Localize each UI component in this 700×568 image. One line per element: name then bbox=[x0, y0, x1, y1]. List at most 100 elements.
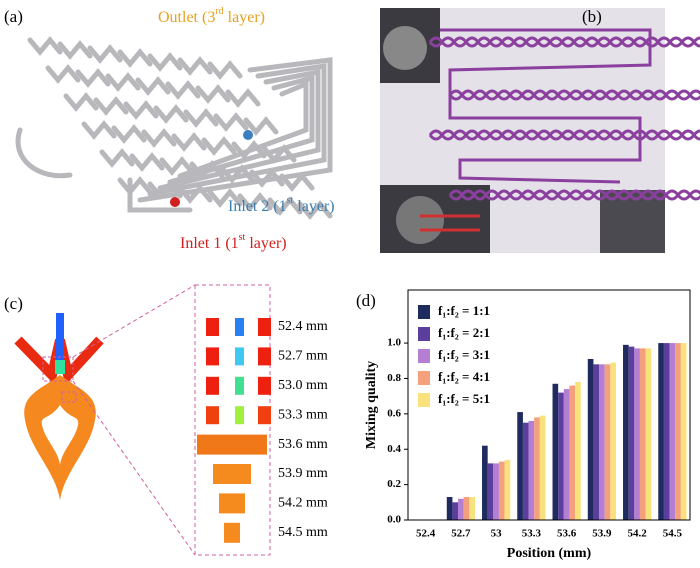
channel bbox=[147, 63, 327, 197]
bar bbox=[610, 362, 616, 520]
channel bbox=[243, 116, 279, 136]
channel bbox=[45, 64, 81, 84]
legend-swatch bbox=[418, 327, 430, 341]
channel bbox=[81, 120, 117, 140]
bar bbox=[539, 415, 546, 520]
annotation: Inlet 2 (1st layer) bbox=[228, 195, 335, 214]
legend-label: f₁:f₂ = 3:1 bbox=[438, 347, 490, 362]
position-label: 54.2 mm bbox=[278, 496, 328, 511]
channel-network bbox=[15, 36, 333, 220]
channel bbox=[153, 104, 189, 124]
panel-label: (d) bbox=[356, 291, 376, 310]
channel bbox=[87, 44, 123, 64]
channel bbox=[99, 148, 135, 168]
x-tick-label: 53.9 bbox=[592, 528, 612, 540]
legend-swatch bbox=[418, 371, 430, 385]
legend-label: f₁:f₂ = 5:1 bbox=[438, 391, 490, 406]
braid bbox=[428, 129, 700, 141]
panel-label: (c) bbox=[4, 294, 23, 313]
channel bbox=[213, 112, 249, 132]
bar bbox=[628, 346, 635, 520]
bar bbox=[680, 343, 687, 520]
channel bbox=[297, 200, 333, 220]
channel bbox=[201, 136, 237, 156]
slice bbox=[206, 376, 219, 395]
inlet-marker bbox=[243, 130, 253, 140]
position-label: 53.9 mm bbox=[278, 466, 328, 481]
channel bbox=[137, 57, 333, 203]
bar bbox=[623, 344, 629, 520]
channel bbox=[159, 156, 195, 176]
x-tick-label: 52.7 bbox=[451, 528, 471, 540]
position-label: 53.3 mm bbox=[278, 407, 328, 422]
y-tick-label: 0.4 bbox=[387, 443, 401, 455]
channel bbox=[117, 48, 153, 68]
channel bbox=[157, 68, 321, 191]
slice bbox=[235, 347, 244, 366]
position-label: 52.7 mm bbox=[278, 349, 328, 364]
y-tick-label: 0.2 bbox=[387, 478, 401, 490]
inlet-marker bbox=[170, 197, 180, 207]
channel bbox=[93, 96, 129, 116]
bar bbox=[575, 382, 581, 520]
slice bbox=[206, 406, 219, 425]
channel bbox=[207, 60, 243, 80]
slice bbox=[258, 406, 271, 425]
x-tick-label: 52.4 bbox=[416, 528, 436, 540]
channel bbox=[63, 92, 99, 112]
bar bbox=[504, 459, 511, 520]
channel bbox=[27, 36, 63, 56]
slice bbox=[206, 347, 219, 366]
position-label: 53.6 mm bbox=[278, 437, 328, 452]
bar bbox=[663, 343, 670, 520]
bar bbox=[487, 463, 494, 520]
channel bbox=[183, 108, 219, 128]
channel bbox=[147, 52, 183, 72]
bar bbox=[639, 348, 646, 520]
bar bbox=[522, 422, 529, 520]
bar bbox=[482, 445, 488, 520]
slice bbox=[258, 347, 271, 366]
bar bbox=[599, 364, 605, 520]
bar bbox=[675, 343, 681, 520]
channel bbox=[15, 127, 193, 213]
bar bbox=[604, 364, 611, 520]
x-axis-title: Position (mm) bbox=[507, 546, 592, 561]
bar bbox=[528, 420, 535, 520]
bar bbox=[493, 463, 499, 520]
slice bbox=[219, 493, 245, 514]
channel bbox=[57, 40, 93, 60]
bar bbox=[563, 389, 570, 520]
legend-swatch bbox=[418, 349, 430, 363]
slice bbox=[197, 434, 267, 455]
channel bbox=[165, 80, 201, 100]
slice bbox=[258, 318, 271, 336]
channel bbox=[111, 124, 147, 144]
bar bbox=[669, 343, 676, 520]
bar bbox=[498, 461, 505, 520]
channel bbox=[195, 84, 231, 104]
channel bbox=[207, 188, 243, 208]
legend-swatch bbox=[418, 305, 430, 319]
simulation bbox=[14, 284, 271, 556]
position-label: 52.4 mm bbox=[278, 319, 328, 334]
slice bbox=[213, 464, 251, 484]
bar bbox=[469, 497, 475, 520]
photo bbox=[380, 8, 700, 253]
channel bbox=[167, 74, 315, 185]
channel bbox=[141, 128, 177, 148]
annotation: Outlet (3rd layer) bbox=[158, 6, 265, 25]
slice bbox=[258, 376, 271, 395]
x-tick-label: 53.3 bbox=[522, 528, 542, 540]
panel-label: (a) bbox=[4, 7, 23, 26]
legend-label: f₁:f₂ = 2:1 bbox=[438, 325, 490, 340]
bar bbox=[446, 497, 453, 520]
channel bbox=[237, 192, 273, 212]
slice bbox=[235, 406, 244, 425]
y-tick-label: 0.0 bbox=[387, 514, 401, 526]
y-axis-title: Mixing quality bbox=[364, 361, 379, 449]
legend-swatch bbox=[418, 393, 430, 407]
x-tick-label: 53.6 bbox=[557, 528, 577, 540]
braid bbox=[448, 189, 700, 201]
